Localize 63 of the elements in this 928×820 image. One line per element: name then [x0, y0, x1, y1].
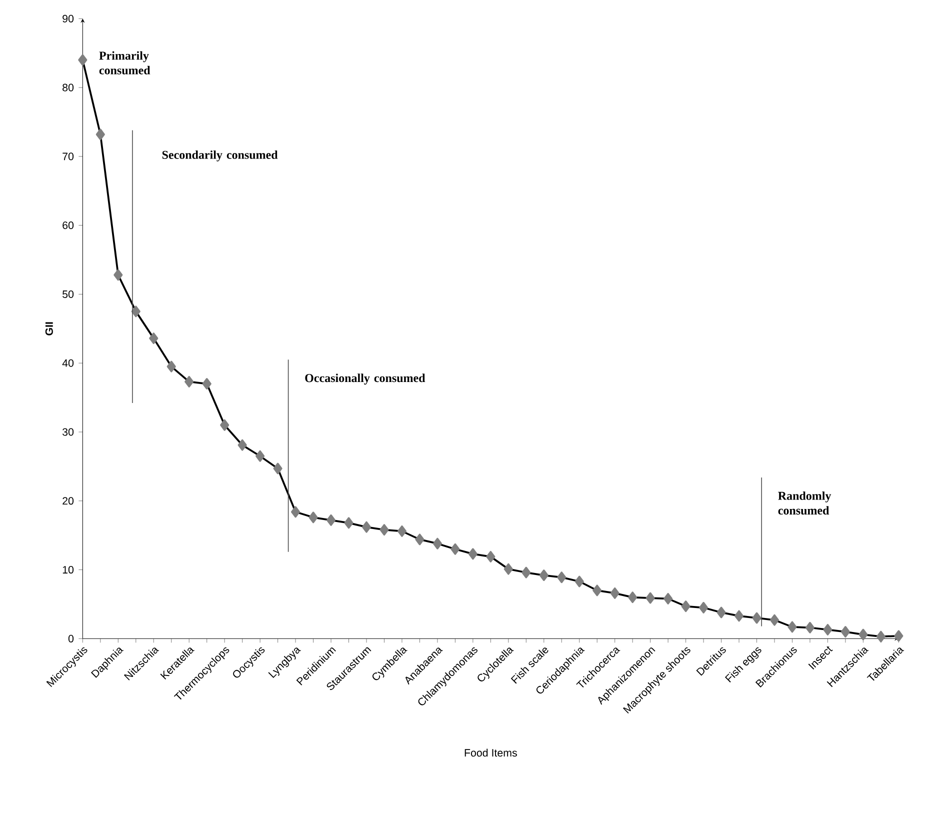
point — [805, 622, 815, 634]
point — [114, 269, 123, 281]
point — [788, 621, 797, 633]
annotation: Secondarily consumed — [162, 150, 278, 162]
y-tick-label: 60 — [62, 222, 74, 230]
point — [840, 626, 850, 638]
point — [646, 592, 655, 604]
point — [415, 534, 424, 546]
point — [592, 584, 602, 596]
point — [770, 614, 780, 626]
point — [96, 128, 105, 140]
annotation: Occasionally consumed — [305, 374, 426, 385]
point — [78, 54, 88, 66]
point — [894, 630, 904, 642]
annotation: Randomly consumed — [778, 491, 832, 515]
point — [664, 592, 673, 604]
point — [238, 439, 247, 451]
point — [734, 610, 744, 622]
point — [380, 524, 389, 536]
point — [681, 600, 690, 612]
point — [291, 506, 300, 518]
point — [220, 419, 230, 431]
x-axis-title: Food Items — [464, 748, 517, 757]
point — [628, 592, 638, 604]
point — [308, 512, 318, 524]
point — [610, 587, 620, 599]
y-tick-label: 70 — [62, 152, 74, 160]
y-axis-title: GII — [45, 322, 53, 336]
y-tick-label: 10 — [62, 566, 74, 574]
y-tick-label: 80 — [62, 84, 74, 92]
point — [876, 630, 886, 642]
point — [202, 378, 212, 390]
point — [256, 450, 265, 462]
point — [397, 525, 407, 537]
point — [823, 624, 832, 636]
point — [752, 612, 762, 624]
y-tick-label: 50 — [62, 290, 74, 298]
point — [557, 572, 566, 584]
point — [450, 543, 460, 555]
point — [326, 514, 336, 526]
y-tick-label: 30 — [62, 428, 74, 436]
annotation: Primarily consumed — [99, 51, 150, 74]
point — [716, 606, 726, 618]
point — [432, 538, 442, 550]
point — [131, 306, 140, 318]
point — [522, 566, 531, 578]
y-tick-label: 40 — [62, 359, 74, 367]
point — [486, 550, 496, 562]
point — [699, 602, 708, 614]
point — [344, 517, 354, 529]
point — [574, 576, 584, 588]
point — [184, 376, 194, 388]
point — [539, 570, 548, 582]
y-tick-label: 20 — [62, 497, 74, 505]
y-tick-label: 0 — [68, 634, 74, 642]
point — [166, 360, 176, 372]
point — [468, 548, 478, 560]
point — [273, 462, 282, 474]
point — [504, 563, 513, 575]
point — [149, 332, 158, 344]
point — [362, 521, 372, 533]
y-tick-label: 90 — [62, 14, 74, 22]
point — [858, 628, 868, 640]
